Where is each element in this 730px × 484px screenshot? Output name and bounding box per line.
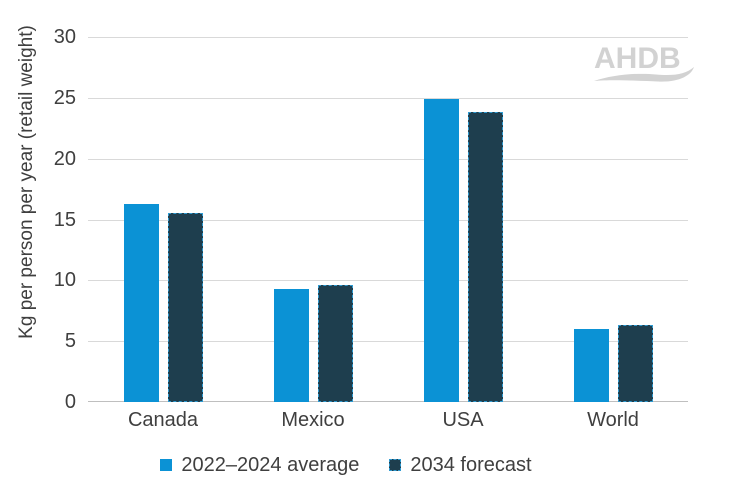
y-tick-label: 5	[64, 330, 76, 353]
x-axis-labels: Canada Mexico USA World	[88, 407, 688, 433]
ahdb-logo-text: AHDB	[594, 42, 681, 75]
legend-swatch-icon	[389, 459, 402, 471]
bar	[317, 285, 353, 402]
bar	[423, 99, 459, 402]
bar	[573, 329, 609, 402]
y-tick-label: 0	[64, 391, 76, 413]
gridline	[88, 219, 688, 221]
x-category-label: Canada	[127, 409, 199, 431]
bar	[617, 325, 653, 402]
plot-area	[88, 37, 688, 402]
legend-label: 2022–2024 average	[181, 453, 360, 476]
x-category-label: USA	[442, 409, 484, 431]
legend-item: 2022–2024 average	[160, 454, 359, 477]
bar	[467, 112, 503, 402]
bar	[167, 213, 203, 402]
legend-swatch-icon	[160, 459, 173, 471]
legend-label: 2034 forecast	[410, 453, 532, 476]
y-tick-label: 15	[53, 208, 76, 231]
legend-item: 2034 forecast	[389, 453, 532, 477]
gridline	[88, 341, 688, 343]
x-category-label: Mexico	[281, 409, 345, 431]
legend: 2022–2024 average 2034 forecast	[0, 450, 692, 480]
gridline	[88, 158, 688, 160]
y-tick-label: 20	[53, 147, 76, 170]
bar	[123, 203, 159, 402]
ahdb-logo-graphic: AHDB	[594, 42, 694, 82]
x-category-label: World	[587, 409, 639, 431]
ahdb-logo: AHDB	[592, 41, 696, 92]
gridline	[88, 97, 688, 99]
y-tick-label: 25	[53, 86, 76, 109]
y-tick-label: 30	[53, 26, 76, 48]
gridline	[88, 280, 688, 282]
x-axis-line	[88, 401, 688, 402]
gridline	[88, 37, 688, 38]
y-tick-label: 10	[53, 269, 76, 292]
ahdb-logo-wave-icon	[594, 67, 694, 82]
bar	[273, 288, 309, 402]
